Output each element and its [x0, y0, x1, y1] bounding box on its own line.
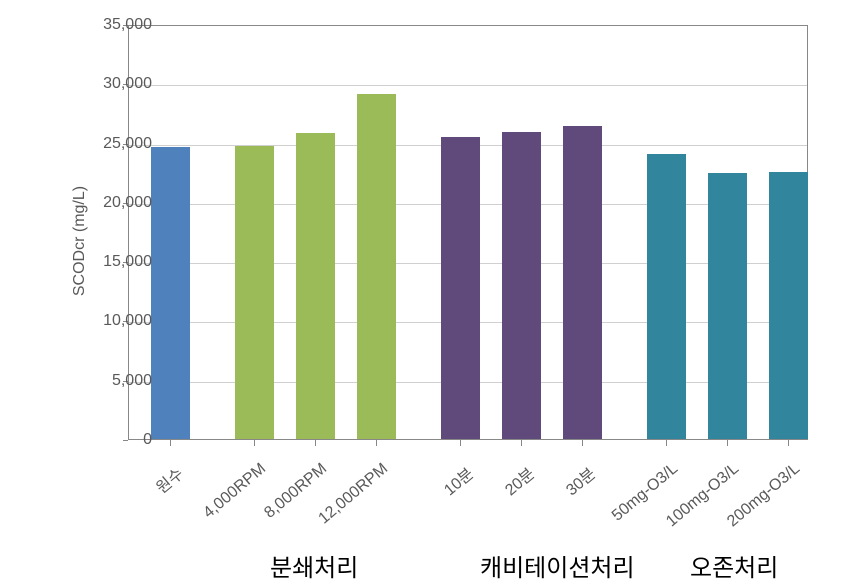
y-tick-label: 35,000: [72, 16, 152, 34]
x-tick-mark: [315, 440, 316, 446]
group-label: 오존처리: [690, 548, 778, 583]
x-tick-mark: [460, 440, 461, 446]
bar: [708, 173, 747, 439]
y-tick-label: 10,000: [72, 312, 152, 330]
y-tick-label: 20,000: [72, 194, 152, 212]
bar: [647, 154, 686, 439]
bar: [357, 94, 396, 439]
x-tick-mark: [788, 440, 789, 446]
bar: [151, 147, 190, 439]
bar: [769, 172, 808, 439]
chart-container: SCODcr (mg/L) 05,00010,00015,00020,00025…: [30, 10, 840, 575]
x-tick-mark: [727, 440, 728, 446]
y-tick-label: 15,000: [72, 253, 152, 271]
x-tick-mark: [666, 440, 667, 446]
plot-area: [128, 25, 808, 440]
grid-line: [129, 85, 807, 86]
x-tick-mark: [582, 440, 583, 446]
group-label: 캐비테이션처리: [480, 548, 635, 583]
bar: [235, 146, 274, 439]
y-tick-label: 0: [72, 431, 152, 449]
bar: [296, 133, 335, 439]
bar: [441, 137, 480, 439]
x-tick-mark: [376, 440, 377, 446]
y-tick-label: 30,000: [72, 75, 152, 93]
y-tick-label: 25,000: [72, 135, 152, 153]
bar: [502, 132, 541, 439]
bar: [563, 126, 602, 439]
x-tick-mark: [521, 440, 522, 446]
x-tick-mark: [254, 440, 255, 446]
y-tick-label: 5,000: [72, 372, 152, 390]
x-tick-mark: [170, 440, 171, 446]
group-label: 분쇄처리: [270, 548, 358, 583]
